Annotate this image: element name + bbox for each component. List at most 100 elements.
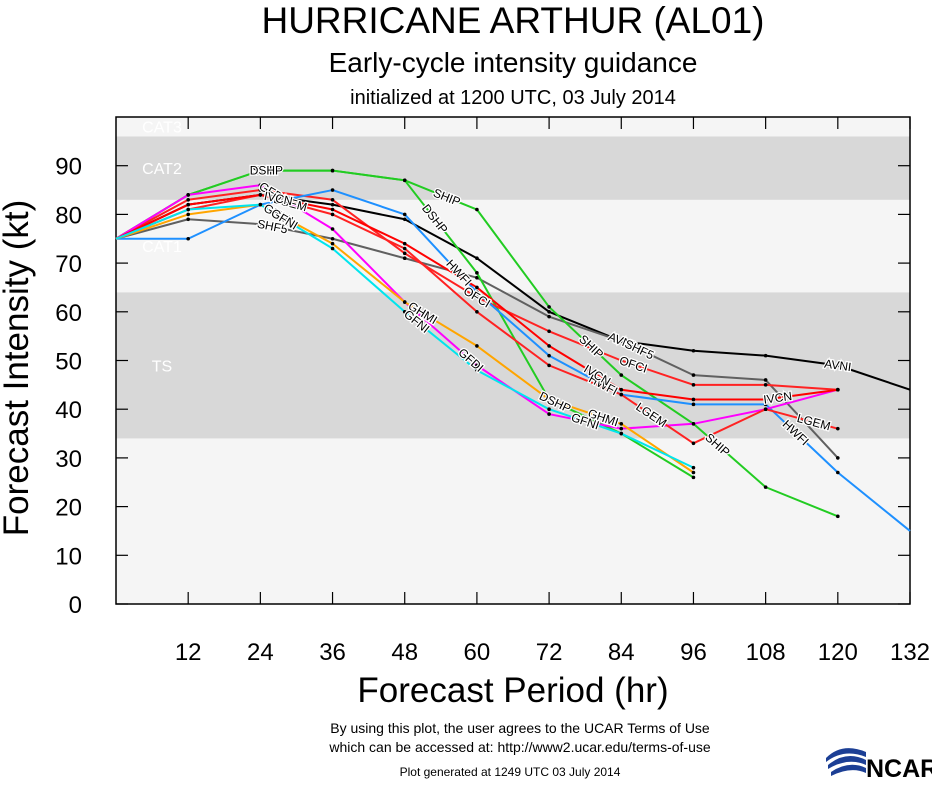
series-point xyxy=(547,412,551,416)
terms-line-1: By using this plot, the user agrees to t… xyxy=(330,720,710,736)
series-point xyxy=(475,207,479,212)
band-label: CAT1 xyxy=(142,239,182,256)
series-point xyxy=(547,329,551,334)
series-point xyxy=(475,256,479,261)
series-point xyxy=(330,246,335,251)
series-point xyxy=(619,392,624,397)
series-point xyxy=(691,441,696,446)
series-point xyxy=(836,514,840,519)
series-point xyxy=(475,285,479,290)
y-tick-label: 80 xyxy=(55,202,82,229)
series-label: SHIP xyxy=(252,164,280,178)
series-point xyxy=(763,378,768,382)
series-point xyxy=(402,178,407,183)
y-tick-label: 20 xyxy=(55,495,82,522)
series-point xyxy=(475,363,479,368)
series-point xyxy=(330,168,335,173)
x-tick-label: 84 xyxy=(608,639,635,666)
series-gfni xyxy=(115,202,696,470)
series-point xyxy=(547,344,551,348)
series-label: AVNI xyxy=(823,357,852,375)
generated-timestamp: Plot generated at 1249 UTC 03 July 2014 xyxy=(400,765,621,779)
series-point xyxy=(258,222,263,226)
series-point xyxy=(402,246,407,251)
series-point xyxy=(691,475,696,480)
series-point xyxy=(763,402,768,407)
chart-subtitle-2: initialized at 1200 UTC, 03 July 2014 xyxy=(350,87,676,109)
series-point xyxy=(330,207,335,212)
y-tick-label: 70 xyxy=(55,251,82,278)
series-point xyxy=(330,188,335,192)
series-point xyxy=(763,407,768,412)
x-tick-label: 12 xyxy=(175,639,202,666)
x-axis-label: Forecast Period (hr) xyxy=(357,671,668,710)
series-point xyxy=(186,197,190,202)
chart-subtitle: Early-cycle intensity guidance xyxy=(329,47,698,78)
ncar-logo: NCAR xyxy=(826,748,932,783)
ncar-logo-text: NCAR xyxy=(866,755,932,780)
x-tick-label: 36 xyxy=(319,639,346,666)
series-point xyxy=(691,470,696,475)
series-point xyxy=(186,236,190,241)
series-point xyxy=(475,295,479,299)
series-point xyxy=(330,241,335,246)
series-point xyxy=(330,197,335,202)
series-point xyxy=(691,465,696,470)
y-tick-label: 10 xyxy=(55,543,82,570)
series-point xyxy=(691,373,696,377)
intensity-band xyxy=(116,199,910,293)
series-point xyxy=(475,271,479,275)
series-point xyxy=(186,212,190,217)
series-point xyxy=(258,188,263,192)
y-tick-label: 40 xyxy=(55,397,82,424)
x-tick-label: 24 xyxy=(247,639,274,666)
terms-line-2: which can be accessed at: http://www2.uc… xyxy=(328,739,711,755)
series-point xyxy=(475,368,479,373)
series-point xyxy=(619,422,624,426)
series-point xyxy=(691,348,696,353)
x-tick-label: 48 xyxy=(391,639,418,666)
series-label: IVCN xyxy=(763,389,793,407)
series-ivcn xyxy=(115,193,840,402)
series-point xyxy=(691,402,696,407)
series-point xyxy=(619,373,624,377)
series-point xyxy=(547,314,551,319)
band-label: CAT2 xyxy=(142,161,182,178)
series-point xyxy=(402,256,407,261)
series-point xyxy=(186,202,190,207)
y-tick-label: 60 xyxy=(55,300,82,327)
series-point xyxy=(330,212,335,217)
x-tick-label: 132 xyxy=(890,639,930,666)
ncar-swoosh-icon xyxy=(826,748,866,776)
series-point xyxy=(763,383,768,387)
series-point xyxy=(186,193,190,197)
x-tick-label: 108 xyxy=(746,639,786,666)
series-point xyxy=(402,217,407,222)
series-point xyxy=(186,217,190,222)
series-point xyxy=(836,470,840,475)
series-point xyxy=(402,251,407,256)
series-point xyxy=(475,310,479,314)
series-line xyxy=(116,189,911,532)
y-tick-label: 0 xyxy=(69,592,82,619)
series-point xyxy=(763,485,768,489)
series-point xyxy=(836,456,840,460)
series-point xyxy=(475,290,479,295)
series-point xyxy=(763,353,768,358)
y-tick-label: 30 xyxy=(55,446,82,473)
series-point xyxy=(547,305,551,309)
series-point xyxy=(547,310,551,314)
series-point xyxy=(619,426,624,431)
series-point xyxy=(402,310,407,314)
series-point xyxy=(402,241,407,246)
series-point xyxy=(258,168,263,173)
series-shf5 xyxy=(115,217,840,460)
series-point xyxy=(258,193,263,197)
series-point xyxy=(691,422,696,426)
x-tick-label: 60 xyxy=(464,639,491,666)
series-point xyxy=(475,275,479,280)
series-ghmi xyxy=(115,202,696,475)
series-point xyxy=(619,387,624,392)
series-point xyxy=(619,431,624,436)
